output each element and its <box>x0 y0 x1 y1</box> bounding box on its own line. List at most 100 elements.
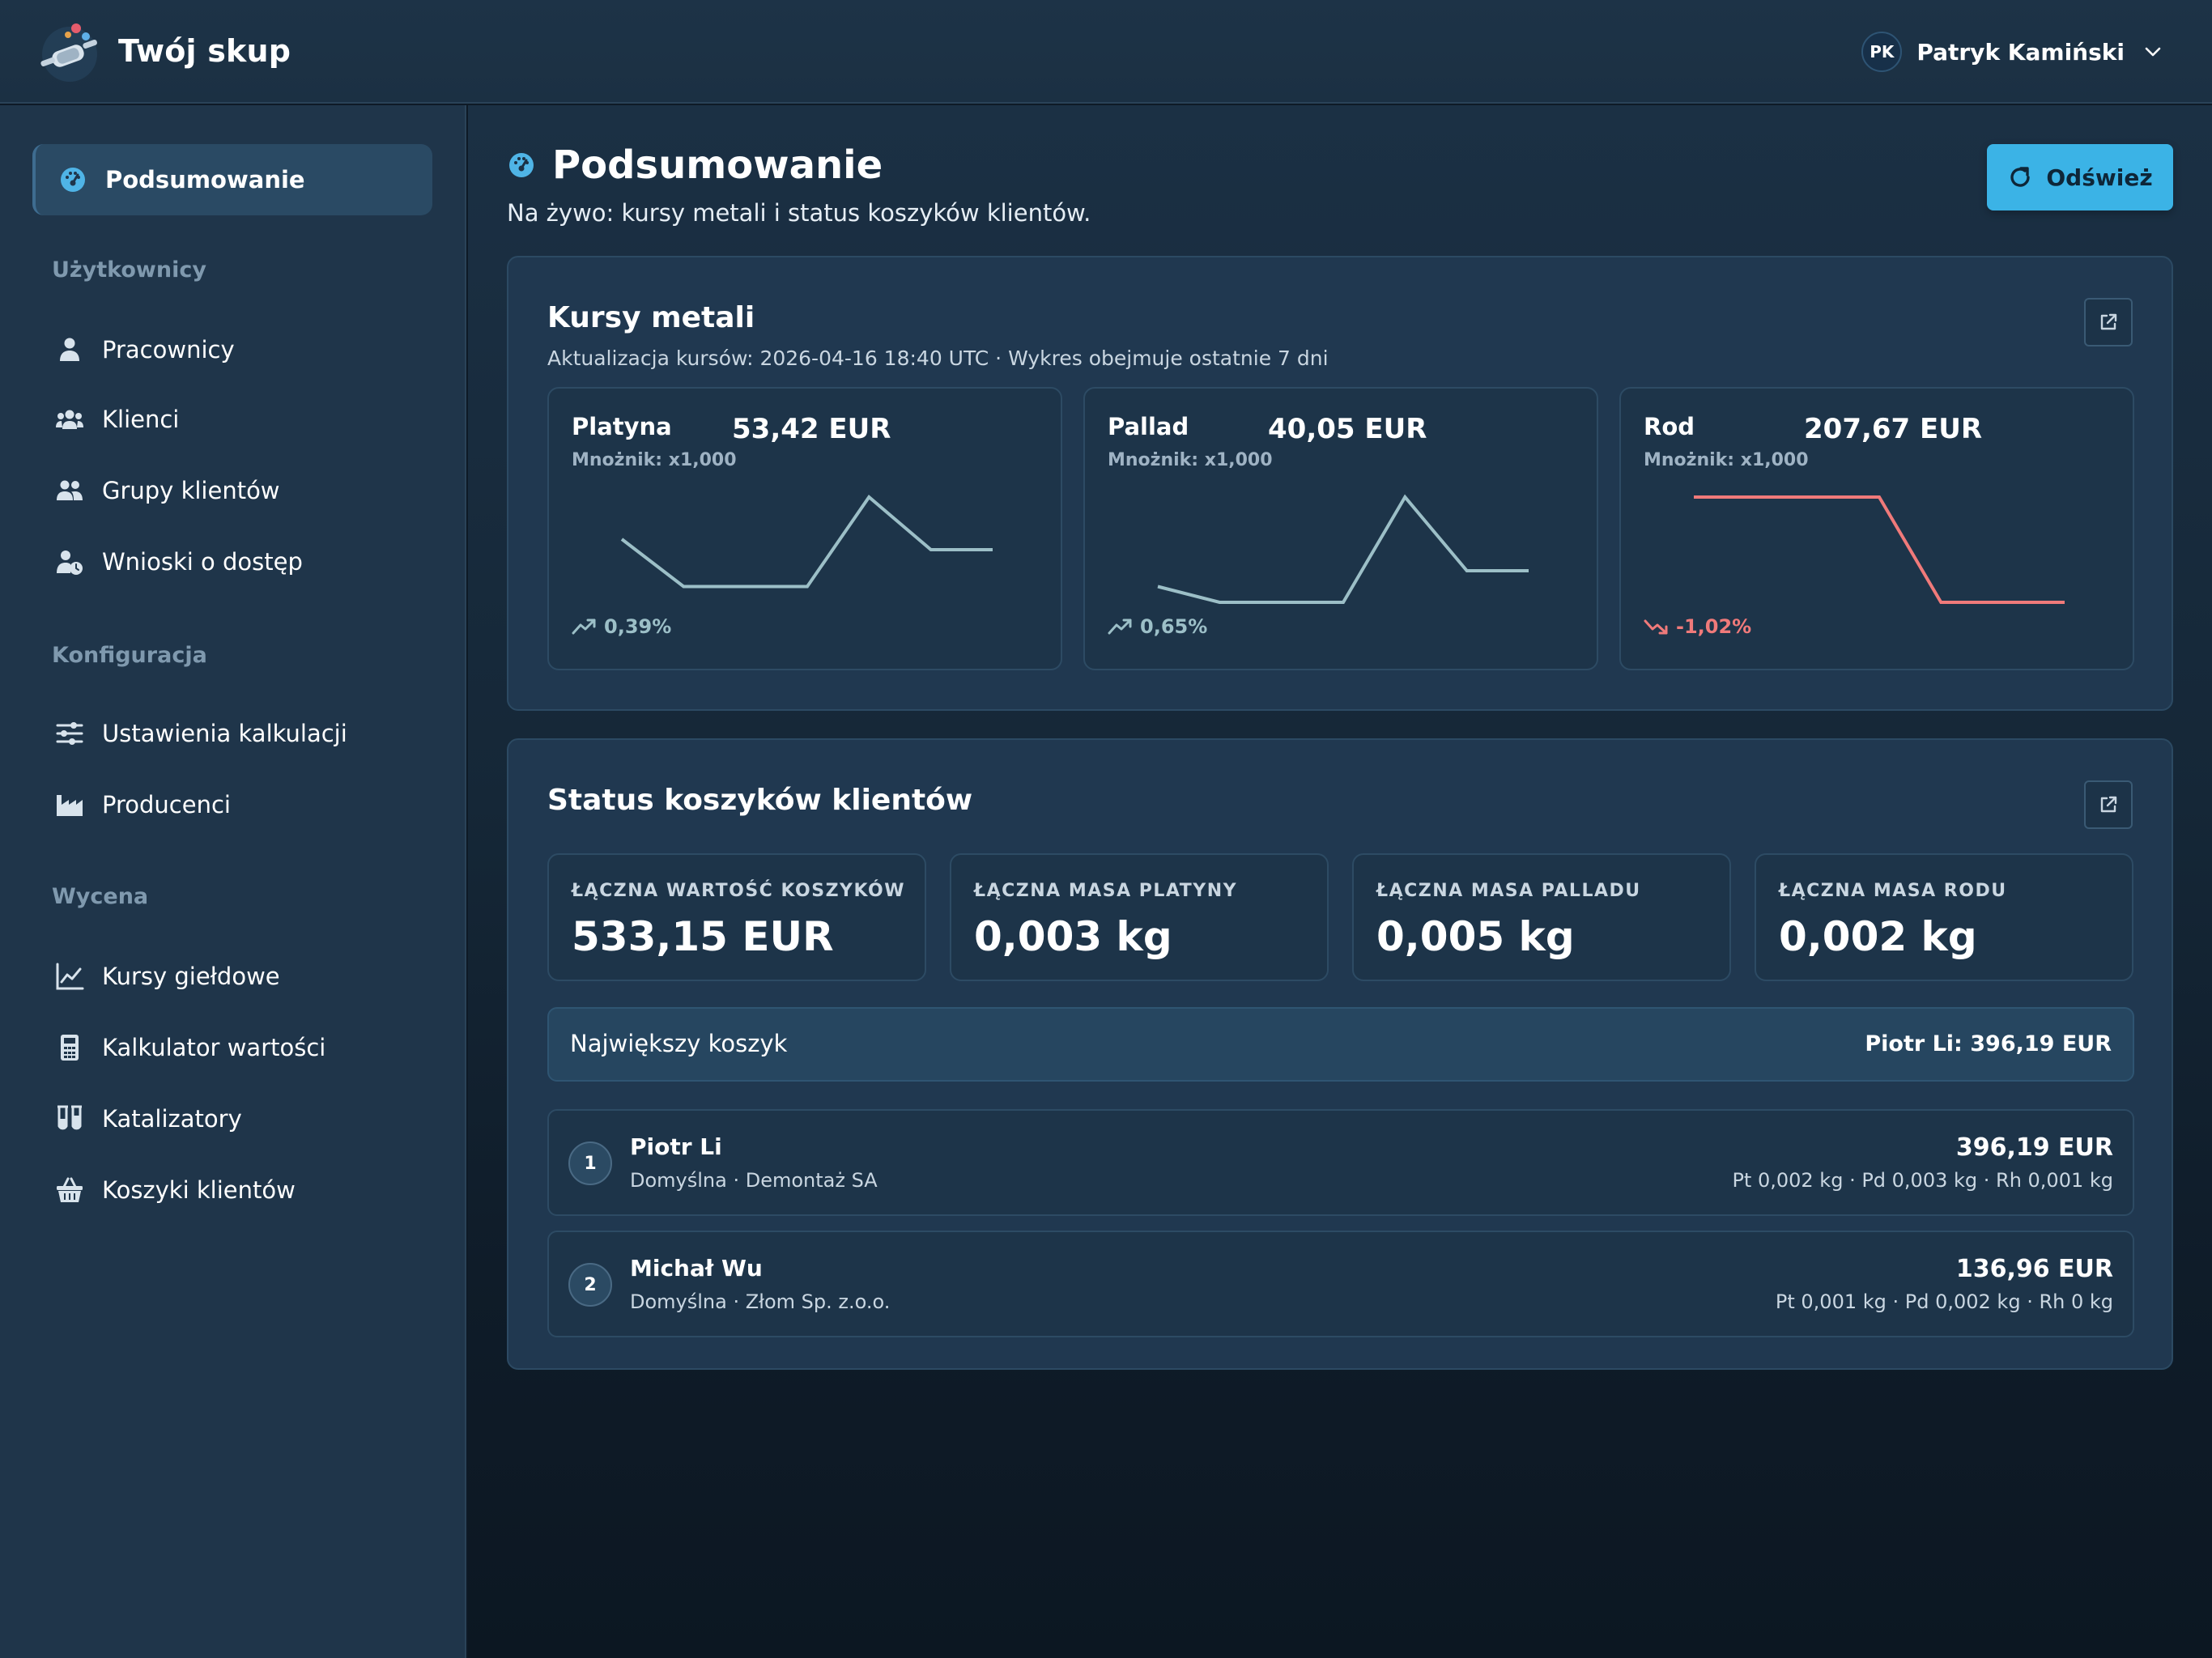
metal-tile-rhodium[interactable]: Rod 207,67 EUR Mnożnik: x1,000 -1,02% <box>1619 387 2134 670</box>
sidebar-item-kalkulator[interactable]: Kalkulator wartości <box>55 1023 325 1072</box>
basket-value: 396,19 EUR <box>1955 1133 2113 1162</box>
stat-label: ŁĄCZNA MASA RODU <box>1779 881 2007 901</box>
rank-badge: 1 <box>568 1141 612 1185</box>
metal-change: 0,65% <box>1108 615 1207 638</box>
metal-change-value: -1,02% <box>1676 615 1752 638</box>
basket-mass: Pt 0,001 kg · Pd 0,002 kg · Rh 0 kg <box>1775 1290 2113 1313</box>
sparkline-series <box>1694 495 2065 604</box>
main-content: Podsumowanie Na żywo: kursy metali i sta… <box>468 105 2212 1658</box>
basket-client-meta: Domyślna · Złom Sp. z.o.o. <box>630 1290 891 1313</box>
page-subtitle: Na żywo: kursy metali i status koszyków … <box>507 199 1091 227</box>
sidebar: Podsumowanie Użytkownicy Pracownicy Klie… <box>0 105 466 1658</box>
baskets-card: Status koszyków klientów ŁĄCZNA WARTOŚĆ … <box>507 738 2173 1370</box>
metal-name: Rod <box>1644 413 1695 440</box>
user-icon <box>60 338 79 361</box>
stat-platinum-mass: ŁĄCZNA MASA PLATYNY 0,003 kg <box>950 853 1329 981</box>
open-baskets-button[interactable] <box>2084 780 2133 829</box>
sidebar-item-label: Kalkulator wartości <box>102 1034 326 1061</box>
sparkline-chart <box>1157 494 1529 604</box>
sidebar-item-label: Wnioski o dostęp <box>102 548 303 576</box>
catalyst-logo-icon <box>40 23 97 82</box>
biggest-basket-label: Największy koszyk <box>570 1030 788 1057</box>
trend-icon <box>1644 619 1668 635</box>
open-metals-button[interactable] <box>2084 298 2133 346</box>
stat-total-value: ŁĄCZNA WARTOŚĆ KOSZYKÓW 533,15 EUR <box>547 853 926 981</box>
sidebar-item-ustawienia[interactable]: Ustawienia kalkulacji <box>55 709 347 758</box>
basket-value: 136,96 EUR <box>1955 1255 2113 1283</box>
rank-badge: 2 <box>568 1263 612 1307</box>
stat-label: ŁĄCZNA MASA PLATYNY <box>974 881 1238 901</box>
stat-value: 0,005 kg <box>1376 913 1575 960</box>
sparkline-series <box>620 495 993 589</box>
sidebar-item-label: Pracownicy <box>102 336 235 363</box>
refresh-button[interactable]: Odśwież <box>1987 144 2173 210</box>
sidebar-item-pracownicy[interactable]: Pracownicy <box>55 325 235 374</box>
refresh-label: Odśwież <box>2046 164 2153 191</box>
metal-change: 0,39% <box>572 615 671 638</box>
sidebar-item-koszyki[interactable]: Koszyki klientów <box>55 1166 296 1214</box>
sidebar-item-producenci[interactable]: Producenci <box>55 780 231 829</box>
stat-value: 0,002 kg <box>1779 913 1977 960</box>
stat-value: 0,003 kg <box>974 913 1172 960</box>
basket-icon <box>57 1177 83 1202</box>
metal-multiplier: Mnożnik: x1,000 <box>1108 450 1273 470</box>
gauge-icon <box>509 153 534 177</box>
user-clock-icon <box>57 551 83 575</box>
trend-icon <box>572 619 596 635</box>
metal-multiplier: Mnożnik: x1,000 <box>572 450 737 470</box>
flask-icon <box>57 1105 82 1130</box>
user-group-icon <box>57 480 83 500</box>
metals-card-title: Kursy metali <box>547 301 755 334</box>
sidebar-item-label: Koszyki klientów <box>102 1176 296 1204</box>
metal-price: 53,42 EUR <box>732 413 891 445</box>
metal-change-value: 0,65% <box>1140 615 1208 638</box>
refresh-icon <box>2010 167 2031 187</box>
metal-price: 40,05 EUR <box>1268 413 1427 445</box>
sidebar-item-katalizatory[interactable]: Katalizatory <box>55 1095 242 1143</box>
metal-price: 207,67 EUR <box>1804 413 1983 445</box>
calculator-icon <box>61 1035 79 1061</box>
top-bar: Twój skup PK Patryk Kamiński <box>0 0 2212 104</box>
stat-rhodium-mass: ŁĄCZNA MASA RODU 0,002 kg <box>1755 853 2133 981</box>
sidebar-item-wnioski[interactable]: Wnioski o dostęp <box>55 538 303 586</box>
sidebar-item-label: Katalizatory <box>102 1105 242 1133</box>
metals-card: Kursy metali Aktualizacja kursów: 2026-0… <box>507 256 2173 711</box>
baskets-card-title: Status koszyków klientów <box>547 784 973 817</box>
brand[interactable]: Twój skup <box>36 17 291 85</box>
stat-value: 533,15 EUR <box>572 913 834 960</box>
chart-line-icon <box>56 963 84 990</box>
basket-row[interactable]: 1 Piotr Li Domyślna · Demontaż SA 396,19… <box>547 1109 2134 1216</box>
sidebar-item-label: Producenci <box>102 791 231 818</box>
sliders-icon <box>56 722 83 745</box>
stat-palladium-mass: ŁĄCZNA MASA PALLADU 0,005 kg <box>1352 853 1731 981</box>
stat-label: ŁĄCZNA WARTOŚĆ KOSZYKÓW <box>572 881 905 901</box>
chevron-down-icon <box>2145 47 2161 57</box>
gauge-icon <box>61 168 85 192</box>
basket-client-name: Michał Wu <box>630 1255 763 1282</box>
sidebar-item-grupy-klientow[interactable]: Grupy klientów <box>55 466 280 515</box>
sidebar-item-klienci[interactable]: Klienci <box>55 395 179 444</box>
sparkline-series <box>1157 494 1529 604</box>
metal-tile-palladium[interactable]: Pallad 40,05 EUR Mnożnik: x1,000 0,65% <box>1083 387 1598 670</box>
metal-tile-platinum[interactable]: Platyna 53,42 EUR Mnożnik: x1,000 0,39% <box>547 387 1062 670</box>
metal-multiplier: Mnożnik: x1,000 <box>1644 450 1809 470</box>
biggest-basket-value: Piotr Li: 396,19 EUR <box>1865 1031 2112 1056</box>
sidebar-item-podsumowanie[interactable]: Podsumowanie <box>32 144 432 215</box>
metal-change-value: 0,39% <box>604 615 672 638</box>
app-name: Twój skup <box>118 33 291 69</box>
sparkline-chart <box>620 495 993 589</box>
basket-mass: Pt 0,002 kg · Pd 0,003 kg · Rh 0,001 kg <box>1732 1169 2113 1192</box>
sparkline-chart <box>1694 495 2065 604</box>
sidebar-item-kursy[interactable]: Kursy giełdowe <box>55 952 280 1001</box>
sidebar-item-label: Grupy klientów <box>102 477 280 504</box>
avatar: PK <box>1861 32 1903 72</box>
metal-name: Platyna <box>572 413 672 440</box>
biggest-basket-banner: Największy koszyk Piotr Li: 396,19 EUR <box>547 1007 2134 1082</box>
basket-row[interactable]: 2 Michał Wu Domyślna · Złom Sp. z.o.o. 1… <box>547 1231 2134 1337</box>
external-link-icon <box>2100 313 2117 330</box>
trend-icon <box>1108 619 1132 635</box>
stat-label: ŁĄCZNA MASA PALLADU <box>1376 881 1641 901</box>
metals-card-subtitle: Aktualizacja kursów: 2026-04-16 18:40 UT… <box>547 346 1329 370</box>
user-menu[interactable]: PK Patryk Kamiński <box>1861 28 2163 76</box>
basket-client-name: Piotr Li <box>630 1133 722 1160</box>
